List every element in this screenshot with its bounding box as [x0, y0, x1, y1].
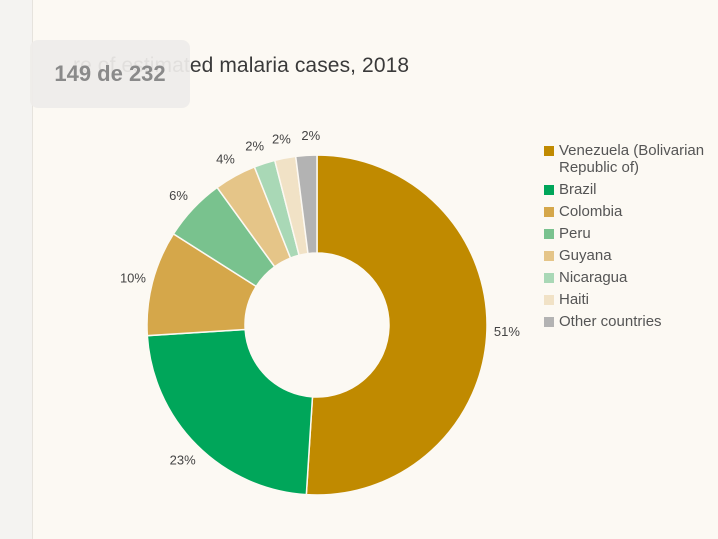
data-label-other-countries: 2% — [301, 128, 320, 143]
legend-item-haiti: Haiti — [544, 291, 718, 308]
legend-label: Brazil — [559, 181, 597, 198]
data-label-venezuela-bolivarian-republic-of: 51% — [494, 324, 520, 339]
legend-label: Peru — [559, 225, 591, 242]
data-label-haiti: 2% — [272, 131, 291, 146]
legend-swatch — [544, 185, 554, 195]
legend-item-other-countries: Other countries — [544, 313, 718, 330]
legend-item-colombia: Colombia — [544, 203, 718, 220]
chart-legend: Venezuela (Bolivarian Republic of) Brazil… — [544, 142, 718, 335]
legend-item-venezuela-bolivarian-republic-of: Venezuela (Bolivarian Republic of) — [544, 142, 718, 176]
legend-swatch — [544, 229, 554, 239]
data-label-guyana: 4% — [216, 152, 235, 167]
legend-label: Guyana — [559, 247, 612, 264]
slice-other-countries — [294, 154, 318, 255]
page-counter-badge: 149 de 232 — [30, 40, 190, 108]
legend-label: Haiti — [559, 291, 590, 308]
legend-item-guyana: Guyana — [544, 247, 718, 264]
legend-item-brazil: Brazil — [544, 181, 718, 198]
data-label-nicaragua: 2% — [245, 139, 264, 154]
legend-swatch — [544, 317, 554, 327]
legend-label: Other countries — [559, 313, 662, 330]
legend-swatch — [544, 251, 554, 261]
legend-label: Nicaragua — [559, 269, 628, 286]
legend-swatch — [544, 273, 554, 283]
legend-label: Colombia — [559, 203, 623, 220]
slice-brazil — [146, 328, 314, 496]
legend-item-peru: Peru — [544, 225, 718, 242]
data-label-peru: 6% — [169, 188, 188, 203]
data-label-colombia: 10% — [120, 271, 146, 286]
slice-venezuela-bolivarian-republic-of — [305, 154, 488, 496]
legend-label: Venezuela (Bolivarian Republic of) — [559, 142, 705, 176]
legend-swatch — [544, 207, 554, 217]
legend-swatch — [544, 146, 554, 156]
legend-swatch — [544, 295, 554, 305]
legend-item-nicaragua: Nicaragua — [544, 269, 718, 286]
data-label-brazil: 23% — [170, 452, 196, 467]
